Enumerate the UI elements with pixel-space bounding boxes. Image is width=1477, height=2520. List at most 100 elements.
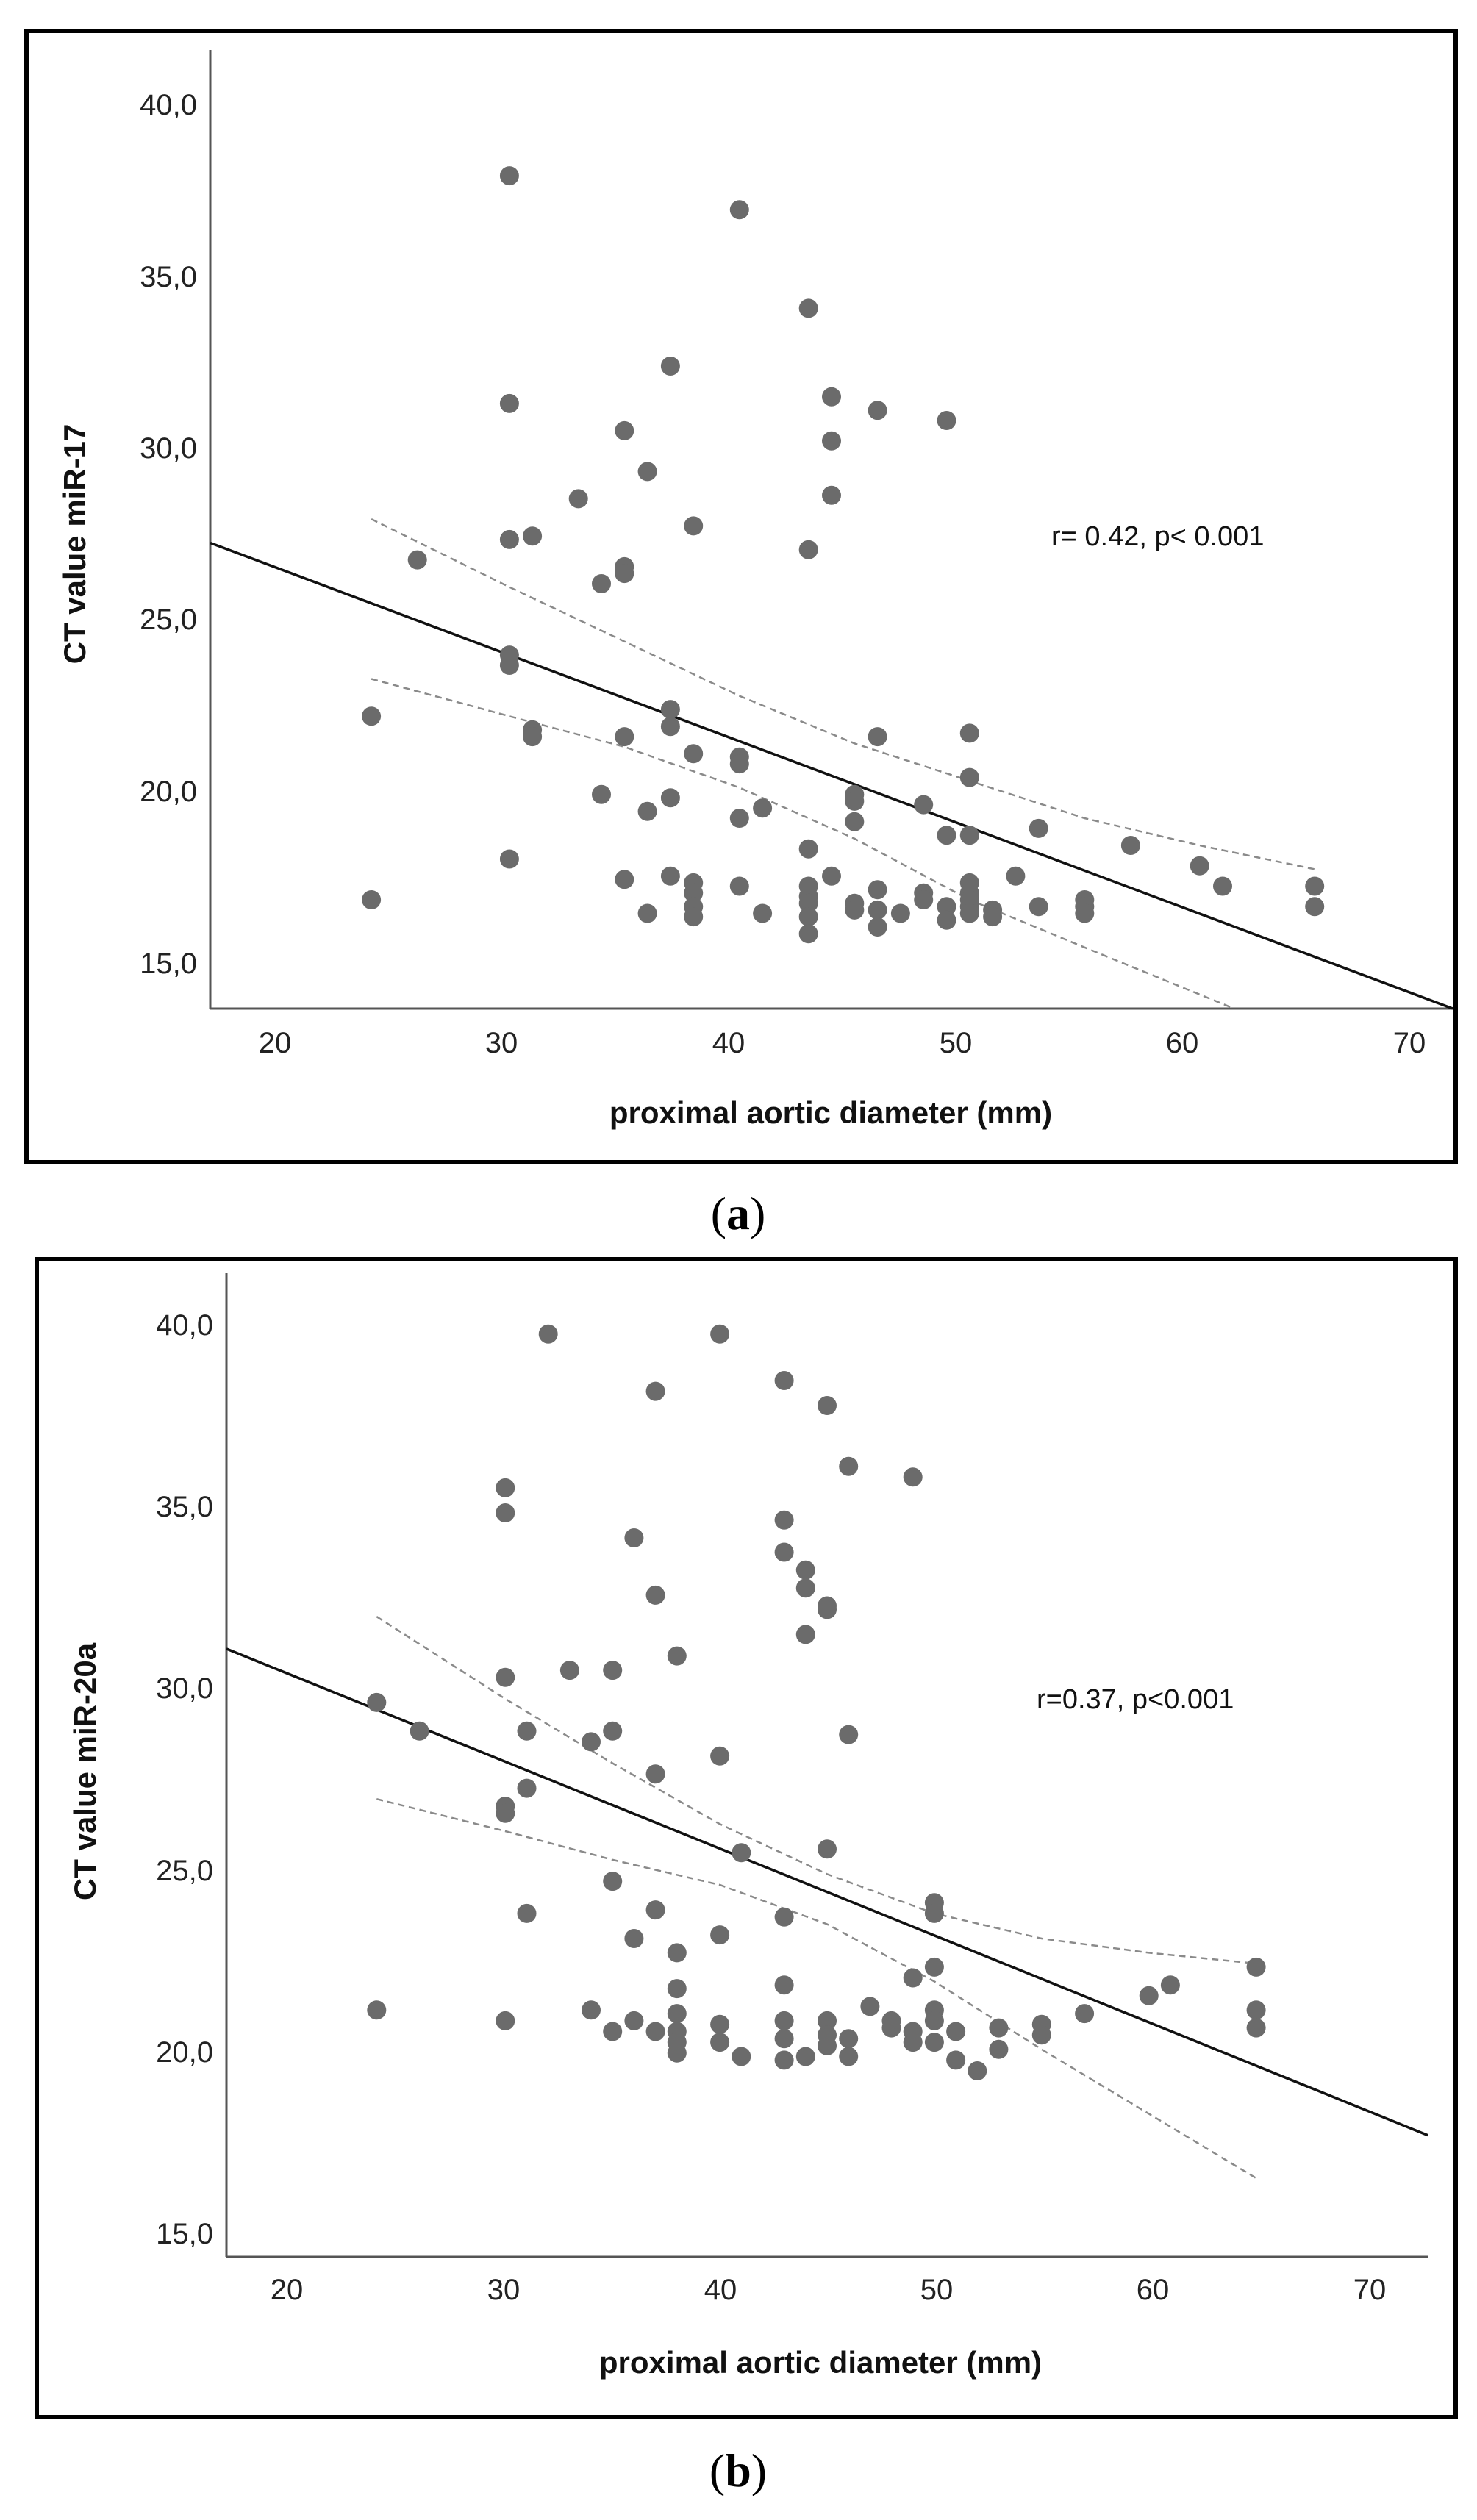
panel-a-data-point: [592, 784, 611, 804]
panel-b-data-point: [496, 1803, 515, 1823]
panel-a-confidence-band: [371, 518, 1315, 1010]
panel-a-data-point: [822, 866, 841, 886]
panel-b-data-point: [839, 2029, 859, 2049]
panel-b-data-point: [732, 1843, 751, 1863]
panel-b-data-point: [1139, 1986, 1159, 2005]
panel-b-data-point: [710, 1746, 730, 1766]
panel-b-data-point: [795, 2047, 815, 2066]
panel-a-xtick-label: 50: [940, 1027, 973, 1059]
panel-b-xtick-label: 30: [487, 2274, 521, 2306]
panel-a-data-point: [523, 526, 543, 546]
panel-a-data-point: [615, 420, 634, 440]
panel-b-data-point: [667, 1646, 687, 1666]
panel-a-data-point: [1190, 856, 1209, 876]
panel-b-data-point: [968, 2061, 987, 2080]
panel-b-ci-upper-curve: [376, 1616, 1256, 1965]
panel-a-data-point: [1213, 876, 1232, 896]
panel-b-xtick-label: 40: [704, 2274, 737, 2306]
panel-a-data-point: [914, 890, 934, 909]
panel-b-data-point: [517, 1903, 537, 1923]
panel-a-data-point: [1305, 876, 1325, 896]
panel-a-caption-letter: a: [726, 1187, 750, 1239]
panel-a-data-point: [637, 462, 657, 482]
panel-b-ytick-label: 15,0: [156, 2218, 213, 2250]
panel-b-data-point: [496, 1667, 515, 1687]
panel-a-data-point: [729, 809, 749, 828]
panel-a-xtick-label: 70: [1393, 1027, 1426, 1059]
panel-b-data-point: [989, 2039, 1009, 2059]
panel-a-data-point: [1305, 897, 1325, 917]
panel-b-data-point: [924, 1957, 944, 1977]
panel-b-data-point: [774, 1371, 794, 1390]
panel-b-data-point: [946, 2050, 966, 2070]
panel-b-data-point: [710, 1925, 730, 1945]
panel-a-data-point: [822, 485, 841, 505]
panel-b-xtick-label: 60: [1137, 2274, 1170, 2306]
panel-b-xtick-label: 50: [920, 2274, 954, 2306]
panel-b-data-point: [839, 1456, 859, 1476]
panel-a-data-point: [822, 387, 841, 407]
panel-b-data-point: [818, 2036, 837, 2055]
panel-b-data-point: [624, 2011, 644, 2030]
panel-b-data-point: [795, 1578, 815, 1598]
panel-a-y-axis-title: CT value miR-17: [57, 424, 92, 665]
panel-a-data-point: [637, 903, 657, 923]
panel-b-data-point: [496, 1478, 515, 1497]
panel-b-data-point: [1246, 1957, 1266, 1977]
panel-b-data-point: [818, 1600, 837, 1619]
panel-a-data-point: [1029, 897, 1048, 917]
panel-b-ytick-label: 25,0: [156, 1855, 213, 1887]
panel-b-x-axis-title: proximal aortic diameter (mm): [599, 2345, 1042, 2380]
panel-b-data-point: [774, 1542, 794, 1562]
panel-a-fit-line: [210, 541, 1453, 1010]
panel-b-frame: [35, 1257, 1458, 2419]
panel-b-data-point: [667, 1979, 687, 1999]
panel-b-data-point: [795, 1560, 815, 1580]
panel-a-data-point: [798, 540, 818, 559]
panel-b-data-point: [624, 1528, 644, 1547]
panel-a-data-point: [660, 717, 680, 737]
panel-b-data-point: [710, 1324, 730, 1344]
panel-b-data-point: [645, 1900, 665, 1920]
panel-b-data-point: [710, 2033, 730, 2052]
panel-a-data-point: [729, 200, 749, 220]
panel-b-data-point: [946, 2022, 966, 2041]
panel-b-ytick-label: 30,0: [156, 1672, 213, 1705]
panel-a-ytick-label: 25,0: [140, 604, 197, 636]
panel-b-ytick-label: 20,0: [156, 2036, 213, 2069]
panel-b-data-point: [774, 1907, 794, 1927]
panel-b-data-point: [667, 1943, 687, 1963]
panel-b-data-point: [903, 2033, 923, 2052]
panel-b-xtick-label: 70: [1353, 2274, 1387, 2306]
panel-a-data-point: [499, 656, 519, 675]
panel-a-xtick-label: 30: [485, 1027, 518, 1059]
panel-b-data-point: [839, 1725, 859, 1744]
panel-a-data-point: [868, 727, 887, 747]
panel-b-data-point: [624, 1929, 644, 1948]
panel-b-data-point: [582, 1732, 601, 1752]
panel-b-data-point: [818, 1396, 837, 1415]
panel-a-data-point: [615, 870, 634, 889]
panel-a-data-point: [1029, 818, 1048, 838]
panel-a-data-point: [937, 897, 956, 917]
panel-b-xtick-label: 20: [271, 2274, 304, 2306]
panel-a-data-point: [798, 893, 818, 913]
panel-b-correlation-annotation: r=0.37, p<0.001: [1037, 1684, 1234, 1715]
panel-a-data-point: [868, 917, 887, 937]
panel-b-y-axis-title: CT value miR-20a: [68, 1642, 102, 1900]
panel-a-points: [362, 166, 1325, 944]
panel-b-data-point: [774, 2011, 794, 2030]
panel-b-data-point: [903, 1467, 923, 1487]
panel-b-data-point: [710, 2014, 730, 2034]
panel-a-data-point: [890, 903, 910, 923]
panel-a-data-point: [798, 924, 818, 944]
panel-b-data-point: [645, 2022, 665, 2041]
panel-b-confidence-band: [376, 1616, 1257, 2180]
panel-a-data-point: [1120, 836, 1140, 855]
panel-a-data-point: [660, 788, 680, 808]
panel-a-caption: (a): [711, 1187, 766, 1239]
panel-b-data-point: [774, 2050, 794, 2070]
panel-a-data-point: [729, 754, 749, 774]
panel-b-data-point: [582, 2000, 601, 2020]
panel-a-xtick-label: 20: [259, 1027, 292, 1059]
